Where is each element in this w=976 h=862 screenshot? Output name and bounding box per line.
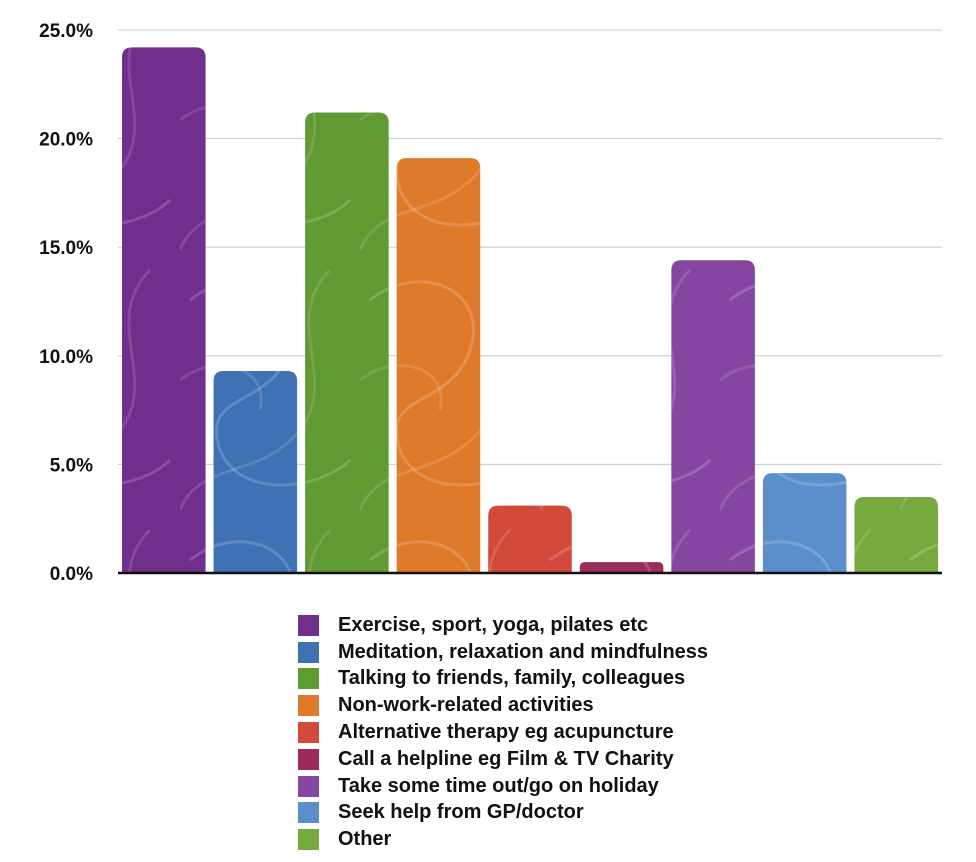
legend-item: Talking to friends, family, colleagues — [298, 666, 708, 693]
bars — [122, 47, 938, 574]
bar-chart: 0.0% 5.0% 10.0% 15.0% 20.0% 25.0% — [39, 21, 942, 585]
y-tick-label: 10.0% — [39, 347, 93, 368]
legend-label: Call a helpline eg Film & TV Charity — [338, 747, 674, 770]
legend-label: Exercise, sport, yoga, pilates etc — [338, 613, 649, 636]
y-tick-label: 25.0% — [39, 21, 93, 42]
legend-swatch — [298, 829, 319, 851]
y-tick-label: 0.0% — [50, 564, 93, 585]
legend-swatch — [298, 722, 319, 744]
legend-swatch — [298, 668, 319, 690]
bar — [122, 47, 206, 574]
bar — [396, 158, 481, 573]
legend-label: Other — [338, 828, 392, 851]
legend-swatch — [298, 695, 319, 717]
legend-item: Take some time out/go on holiday — [298, 773, 708, 800]
legend-swatch — [298, 641, 319, 663]
y-tick-label: 5.0% — [50, 455, 93, 476]
legend-label: Take some time out/go on holiday — [338, 774, 659, 797]
bar — [305, 112, 389, 573]
legend-item: Call a helpline eg Film & TV Charity — [298, 746, 708, 773]
bar — [762, 473, 847, 573]
bar — [579, 562, 664, 573]
legend-item: Alternative therapy eg acupuncture — [298, 719, 708, 746]
bar-texture — [213, 371, 298, 573]
legend-item: Exercise, sport, yoga, pilates etc — [298, 612, 708, 639]
bar — [671, 260, 755, 573]
legend-item: Meditation, relaxation and mindfulness — [298, 639, 708, 666]
gridlines — [118, 29, 942, 465]
bar-texture — [305, 112, 389, 573]
y-tick-label: 15.0% — [39, 238, 93, 259]
bar-texture — [579, 562, 664, 573]
bar-texture — [122, 47, 206, 574]
legend-label: Seek help from GP/doctor — [338, 801, 584, 824]
bar-texture — [396, 158, 481, 573]
legend-swatch — [298, 748, 319, 770]
legend-item: Other — [298, 826, 708, 853]
bar — [488, 505, 572, 573]
bar-texture — [854, 496, 938, 573]
legend-label: Meditation, relaxation and mindfulness — [338, 640, 709, 663]
legend-swatch — [298, 775, 319, 797]
legend: Exercise, sport, yoga, pilates etc Medita… — [298, 612, 708, 853]
bar-texture — [488, 505, 572, 573]
legend-label: Non-work-related activities — [338, 694, 594, 717]
legend-swatch — [298, 802, 319, 824]
legend-label: Alternative therapy eg acupuncture — [338, 721, 674, 744]
bar-texture — [671, 260, 755, 573]
y-axis-ticks: 0.0% 5.0% 10.0% 15.0% 20.0% 25.0% — [39, 21, 93, 585]
legend-swatch — [298, 614, 319, 636]
y-tick-label: 20.0% — [39, 130, 93, 151]
bar — [213, 371, 298, 573]
legend-item: Non-work-related activities — [298, 692, 708, 719]
legend-item: Seek help from GP/doctor — [298, 800, 708, 827]
bar — [854, 496, 938, 573]
bar-texture — [762, 473, 847, 573]
legend-label: Talking to friends, family, colleagues — [338, 667, 686, 690]
